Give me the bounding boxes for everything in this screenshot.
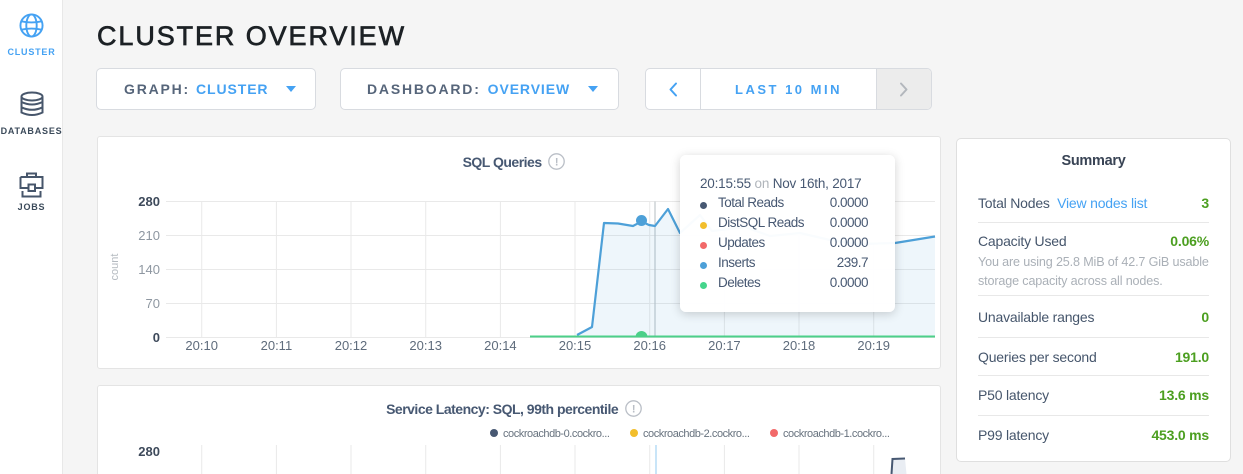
svg-text:0: 0 <box>153 330 160 345</box>
svg-text:70: 70 <box>146 296 160 311</box>
svg-text:20:14: 20:14 <box>484 338 517 353</box>
svg-text:cockroachdb-2.cockro...: cockroachdb-2.cockro... <box>643 428 750 440</box>
svg-text:20:15: 20:15 <box>559 338 592 353</box>
svg-text:20:19: 20:19 <box>857 338 890 353</box>
svg-text:!: ! <box>632 403 635 415</box>
svg-text:20:17: 20:17 <box>708 338 741 353</box>
svg-text:cockroachdb-0.cockro...: cockroachdb-0.cockro... <box>503 428 610 440</box>
svg-text:20:10: 20:10 <box>185 338 218 353</box>
svg-text:!: ! <box>555 156 558 168</box>
svg-text:20:13: 20:13 <box>409 338 442 353</box>
svg-text:140: 140 <box>138 262 160 277</box>
svg-text:210: 210 <box>138 228 160 243</box>
svg-text:20:11: 20:11 <box>261 338 293 353</box>
svg-text:280: 280 <box>138 194 160 209</box>
svg-text:280: 280 <box>138 444 160 459</box>
svg-text:cockroachdb-1.cockro...: cockroachdb-1.cockro... <box>783 428 890 440</box>
svg-text:20:12: 20:12 <box>335 338 368 353</box>
svg-text:count: count <box>109 254 121 281</box>
svg-text:20:18: 20:18 <box>783 338 816 353</box>
svg-text:20:16: 20:16 <box>633 338 666 353</box>
